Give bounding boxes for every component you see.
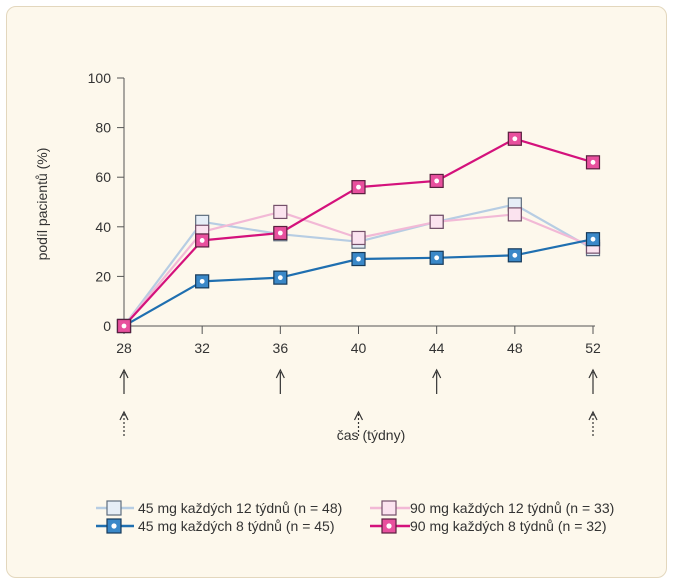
arrow-head [588, 410, 598, 421]
legend-item-90mg-8w: 90 mg každých 8 týdnů (n = 32) [370, 518, 607, 534]
dosing-arrow-dotted [119, 410, 129, 436]
legend-item-90mg-12w: 90 mg každých 12 týdnů (n = 33) [370, 500, 614, 516]
legend-item-45mg-8w: 45 mg každých 8 týdnů (n = 45) [96, 518, 335, 534]
y-axis-title: podíl pacientů (%) [34, 148, 50, 261]
chart-axes: 0 20 40 60 80 100 28 32 36 40 44 48 52 [88, 70, 601, 356]
legend: 45 mg každých 12 týdnů (n = 48) 45 mg ka… [96, 500, 614, 534]
markers-90mg-8w [116, 131, 601, 334]
series-90mg-12w [123, 210, 594, 327]
data-point-center-dot [121, 323, 127, 329]
legend-item-45mg-12w: 45 mg každých 12 týdnů (n = 48) [96, 500, 342, 516]
markers-90mg-12w [116, 204, 601, 334]
dosing-arrow-solid [588, 368, 598, 394]
data-point-center-dot [277, 275, 283, 281]
y-tick-label: 60 [95, 169, 111, 185]
arrow-head [119, 368, 129, 379]
data-point-center-dot [356, 256, 361, 262]
x-tick-label: 40 [351, 340, 367, 356]
dosing-arrow-solid [119, 368, 129, 394]
dosing-arrow-dotted [353, 410, 364, 436]
data-point-90mg-12w [507, 207, 522, 222]
x-tick-label: 32 [194, 340, 210, 356]
data-point-center-dot [434, 255, 440, 261]
arrow-head [432, 368, 442, 379]
legend-label-45mg-12w: 45 mg každých 12 týdnů (n = 48) [138, 500, 342, 516]
x-tick-label: 52 [585, 340, 601, 356]
data-point-center-dot [277, 230, 283, 236]
dosing-arrow-dotted [588, 410, 598, 436]
y-tick-label: 40 [95, 219, 111, 235]
data-point-center-dot [590, 159, 596, 165]
data-point-90mg-12w [351, 230, 366, 246]
arrow-head [119, 410, 129, 421]
x-tick-label: 44 [429, 340, 445, 356]
legend-label-90mg-12w: 90 mg každých 12 týdnů (n = 33) [410, 500, 614, 516]
arrow-head [275, 368, 285, 379]
x-tick-label: 28 [116, 340, 132, 356]
data-point-90mg-12w [429, 214, 444, 229]
data-point-center-dot [512, 136, 518, 142]
data-point-90mg-12w [273, 204, 288, 220]
data-point-center-dot [199, 238, 205, 243]
y-tick-label: 20 [95, 268, 111, 284]
legend-label-90mg-8w: 90 mg každých 8 týdnů (n = 32) [410, 518, 607, 534]
data-point-center-dot [434, 178, 440, 184]
y-tick-label: 100 [88, 70, 112, 86]
y-tick-label: 0 [103, 318, 111, 334]
dotted-arrows-group [119, 410, 598, 436]
x-tick-label: 48 [507, 340, 523, 356]
data-point-center-dot [512, 252, 518, 258]
y-tick-label: 80 [95, 120, 111, 136]
x-tick-label: 36 [273, 340, 289, 356]
series-layer [116, 131, 601, 334]
data-point-center-dot [590, 236, 596, 242]
solid-arrows-group [119, 368, 598, 394]
arrow-head [353, 410, 364, 421]
dosing-arrow-solid [432, 368, 442, 394]
data-point-center-dot [199, 278, 205, 284]
chart-panel [6, 6, 667, 578]
arrow-head [588, 368, 598, 379]
x-axis-title: čas (týdny) [337, 427, 405, 443]
series-line-90mg-12w [123, 210, 594, 327]
dosing-arrow-solid [275, 368, 285, 394]
data-point-center-dot [356, 184, 361, 190]
legend-label-45mg-8w: 45 mg každých 8 týdnů (n = 45) [138, 518, 335, 534]
